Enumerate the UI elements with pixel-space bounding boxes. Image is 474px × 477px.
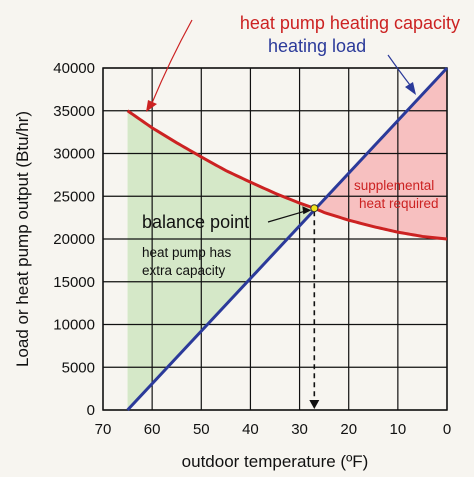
series-line-capacity [126, 109, 448, 241]
series-group [126, 66, 449, 412]
supplemental-label-line2: heat required [359, 196, 439, 211]
extra-capacity-region [127, 110, 315, 410]
balance-pointer-arrowhead [302, 206, 312, 215]
dropline-arrowhead [309, 400, 320, 409]
load-pointer-line [387, 54, 411, 86]
capacity-pointer-arrowhead [146, 100, 157, 112]
x-tick-label: 10 [390, 421, 407, 438]
x-tick-label: 0 [443, 421, 451, 438]
load-pointer-arrowhead [405, 82, 416, 95]
x-tick-label: 20 [340, 421, 357, 438]
x-tick-label: 50 [193, 421, 210, 438]
capacity-pointer-line [151, 19, 193, 104]
extra-capacity-label-line2: extra capacity [142, 263, 226, 278]
load-title-annotation: heating load [268, 36, 366, 56]
extra-capacity-label-line1: heat pump has [142, 245, 232, 260]
y-tick-label: 15000 [53, 274, 95, 291]
y-tick-label: 0 [87, 402, 95, 419]
y-tick-label: 20000 [53, 231, 95, 248]
y-tick-label: 5000 [62, 359, 95, 376]
balance-pointer-line [267, 209, 309, 223]
capacity-title-annotation: heat pump heating capacity [240, 13, 460, 33]
y-tick-label: 35000 [53, 103, 95, 120]
x-tick-label: 70 [95, 421, 112, 438]
y-tick-label: 30000 [53, 146, 95, 163]
x-tick-label: 40 [242, 421, 259, 438]
y-axis-title: Load or heat pump output (Btu/hr) [13, 111, 32, 367]
x-tick-label: 30 [291, 421, 308, 438]
annotation-arrows [146, 19, 416, 223]
balance-point-marker [310, 204, 319, 213]
y-tick-label: 25000 [53, 188, 95, 205]
series-line-heating-load [126, 66, 449, 412]
balance-point-label: balance point [142, 212, 249, 232]
x-axis-title: outdoor temperature (ºF) [182, 452, 369, 471]
supplemental-label-line1: supplemental [354, 178, 434, 193]
y-tick-label: 10000 [53, 317, 95, 334]
y-tick-label: 40000 [53, 60, 95, 77]
x-tick-label: 60 [144, 421, 161, 438]
tick-labels: 70 60 50 40 30 20 10 0 0 5000 10000 15000 20000 25000… [53, 60, 451, 438]
